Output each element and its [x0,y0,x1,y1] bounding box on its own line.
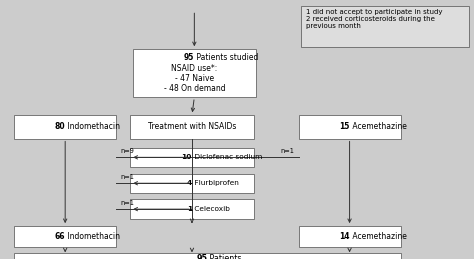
Text: - 47 Naive: - 47 Naive [175,74,214,83]
Text: Indomethacin: Indomethacin [65,232,120,241]
FancyBboxPatch shape [130,174,254,193]
Text: Diclofenac sodium: Diclofenac sodium [192,154,262,160]
Text: n=9: n=9 [121,148,135,154]
Text: Acemethazine: Acemethazine [350,123,406,131]
FancyBboxPatch shape [301,6,469,47]
FancyBboxPatch shape [130,148,254,167]
Text: n=1: n=1 [121,174,135,180]
Text: 66: 66 [55,232,65,241]
FancyBboxPatch shape [130,199,254,219]
Text: Patients studied: Patients studied [194,53,259,62]
Text: 1 did not accept to participate in study
2 received corticosteroids during the
p: 1 did not accept to participate in study… [306,9,442,29]
Text: - 48 On demand: - 48 On demand [164,84,225,93]
Text: 15: 15 [339,123,350,131]
Text: 95: 95 [184,53,194,62]
Text: Patients: Patients [207,254,242,259]
Text: 14: 14 [339,232,350,241]
Text: 4: 4 [187,180,192,186]
FancyBboxPatch shape [299,115,401,139]
Text: Flurbiprofen: Flurbiprofen [192,180,239,186]
FancyBboxPatch shape [299,226,401,247]
Text: Indomethacin: Indomethacin [65,123,120,131]
Text: Celecoxib: Celecoxib [192,206,230,212]
Text: Acemethazine: Acemethazine [350,232,406,241]
FancyBboxPatch shape [14,253,401,259]
FancyBboxPatch shape [133,49,256,97]
Text: 80: 80 [55,123,65,131]
Text: n=1: n=1 [121,200,135,206]
Text: NSAID use*:: NSAID use*: [171,63,218,73]
Text: Treatment with NSAIDs: Treatment with NSAIDs [148,123,236,131]
Text: n=1: n=1 [280,148,294,154]
Text: 10: 10 [182,154,192,160]
Text: 95: 95 [196,254,207,259]
FancyBboxPatch shape [130,115,254,139]
Text: 1: 1 [187,206,192,212]
FancyBboxPatch shape [14,115,116,139]
FancyBboxPatch shape [14,226,116,247]
